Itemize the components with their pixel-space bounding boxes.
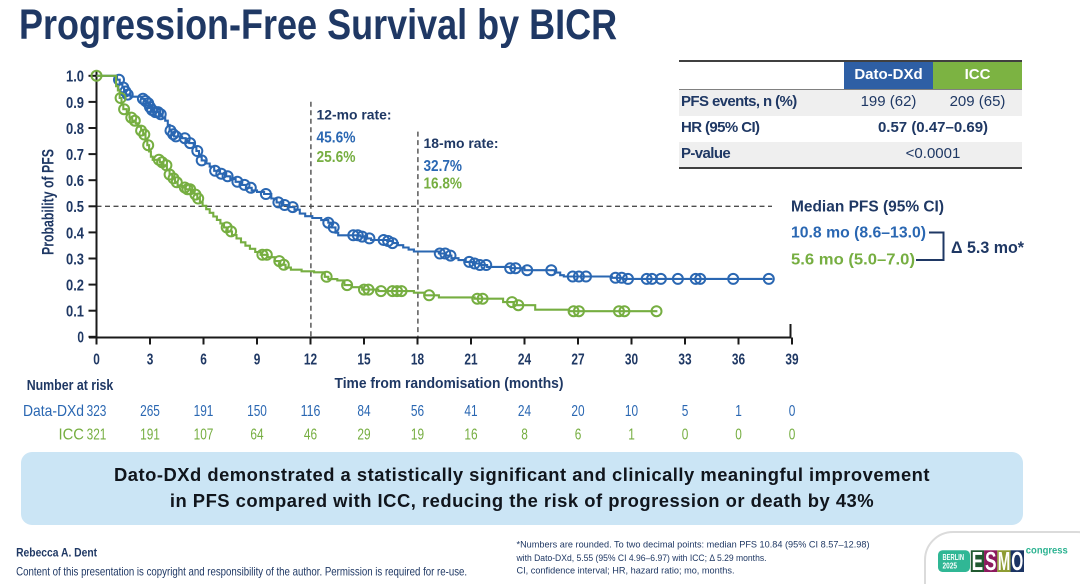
svg-text:0: 0 xyxy=(789,427,796,444)
svg-text:64: 64 xyxy=(250,427,263,444)
svg-text:1: 1 xyxy=(735,403,742,420)
svg-text:19: 19 xyxy=(411,427,424,444)
svg-text:41: 41 xyxy=(464,403,477,420)
svg-text:18: 18 xyxy=(411,351,424,368)
svg-text:BERLIN: BERLIN xyxy=(943,553,965,562)
svg-text:191: 191 xyxy=(140,427,160,444)
svg-text:6: 6 xyxy=(575,427,582,444)
svg-text:5.6 mo (5.0–7.0): 5.6 mo (5.0–7.0) xyxy=(791,252,915,269)
svg-text:16: 16 xyxy=(464,427,477,444)
svg-text:10.8 mo (8.6–13.0): 10.8 mo (8.6–13.0) xyxy=(791,225,926,242)
svg-text:M: M xyxy=(998,546,1011,576)
svg-text:Median PFS (95% CI): Median PFS (95% CI) xyxy=(791,199,944,216)
svg-text:0: 0 xyxy=(93,351,100,368)
svg-text:*Numbers are rounded. To two d: *Numbers are rounded. To two decimal poi… xyxy=(517,540,870,550)
svg-text:0: 0 xyxy=(682,427,689,444)
svg-text:191: 191 xyxy=(194,403,214,420)
svg-text:56: 56 xyxy=(411,403,424,420)
svg-text:20: 20 xyxy=(571,403,584,420)
svg-text:2025: 2025 xyxy=(943,562,958,571)
svg-text:Probability of PFS: Probability of PFS xyxy=(38,149,57,255)
svg-text:Data-DXd: Data-DXd xyxy=(23,403,84,420)
svg-text:0.3: 0.3 xyxy=(66,251,84,268)
svg-text:33: 33 xyxy=(678,351,691,368)
svg-text:0.5: 0.5 xyxy=(66,199,84,216)
svg-text:E: E xyxy=(972,546,984,576)
svg-text:265: 265 xyxy=(140,403,160,420)
svg-text:18-mo rate:: 18-mo rate: xyxy=(424,136,499,151)
svg-text:116: 116 xyxy=(301,403,321,420)
svg-text:107: 107 xyxy=(194,427,214,444)
svg-text:27: 27 xyxy=(571,351,584,368)
svg-text:21: 21 xyxy=(464,351,477,368)
svg-text:36: 36 xyxy=(732,351,745,368)
svg-text:25.6%: 25.6% xyxy=(317,149,356,166)
svg-text:ICC: ICC xyxy=(59,427,85,444)
svg-text:10: 10 xyxy=(625,403,638,420)
svg-text:Rebecca A. Dent: Rebecca A. Dent xyxy=(16,546,97,560)
svg-text:3: 3 xyxy=(147,351,154,368)
svg-text:S: S xyxy=(985,546,997,576)
svg-text:12-mo rate:: 12-mo rate: xyxy=(317,108,392,123)
svg-text:9: 9 xyxy=(254,351,261,368)
svg-text:8: 8 xyxy=(521,427,528,444)
svg-text:congress: congress xyxy=(1026,544,1068,556)
svg-text:Δ 5.3 mo*: Δ 5.3 mo* xyxy=(951,238,1024,257)
svg-text:0.6: 0.6 xyxy=(66,173,84,190)
svg-text:6: 6 xyxy=(200,351,207,368)
svg-text:0.9: 0.9 xyxy=(66,95,84,112)
svg-text:29: 29 xyxy=(357,427,370,444)
svg-text:0.1: 0.1 xyxy=(66,304,84,321)
svg-text:0: 0 xyxy=(735,427,742,444)
svg-text:with Dato-DXd, 5.55 (95% CI 4.: with Dato-DXd, 5.55 (95% CI 4.96–6.97) w… xyxy=(516,553,767,563)
svg-text:12: 12 xyxy=(304,351,317,368)
svg-text:39: 39 xyxy=(785,351,798,368)
svg-text:46: 46 xyxy=(304,427,317,444)
svg-text:0: 0 xyxy=(77,330,84,347)
svg-text:Number at risk: Number at risk xyxy=(27,377,114,394)
svg-text:150: 150 xyxy=(247,403,267,420)
svg-text:0.7: 0.7 xyxy=(66,147,84,164)
svg-text:321: 321 xyxy=(87,427,107,444)
svg-text:0.4: 0.4 xyxy=(66,225,84,242)
svg-text:Content of this presentation i: Content of this presentation is copyrigh… xyxy=(16,565,467,579)
svg-text:0.2: 0.2 xyxy=(66,278,84,295)
svg-text:45.6%: 45.6% xyxy=(317,130,356,147)
svg-text:1: 1 xyxy=(628,427,635,444)
svg-text:5: 5 xyxy=(682,403,689,420)
svg-text:0.8: 0.8 xyxy=(66,121,84,138)
svg-text:O: O xyxy=(1011,546,1023,576)
svg-text:24: 24 xyxy=(518,351,531,368)
svg-text:1.0: 1.0 xyxy=(66,69,84,86)
svg-text:30: 30 xyxy=(625,351,638,368)
svg-text:24: 24 xyxy=(518,403,531,420)
svg-text:CI, confidence interval; HR, h: CI, confidence interval; HR, hazard rati… xyxy=(517,566,735,576)
svg-text:15: 15 xyxy=(357,351,370,368)
svg-text:16.8%: 16.8% xyxy=(424,176,463,193)
svg-text:323: 323 xyxy=(87,403,107,420)
svg-text:Time from randomisation (month: Time from randomisation (months) xyxy=(335,375,564,392)
svg-text:84: 84 xyxy=(357,403,370,420)
svg-text:32.7%: 32.7% xyxy=(424,158,463,175)
svg-text:0: 0 xyxy=(789,403,796,420)
